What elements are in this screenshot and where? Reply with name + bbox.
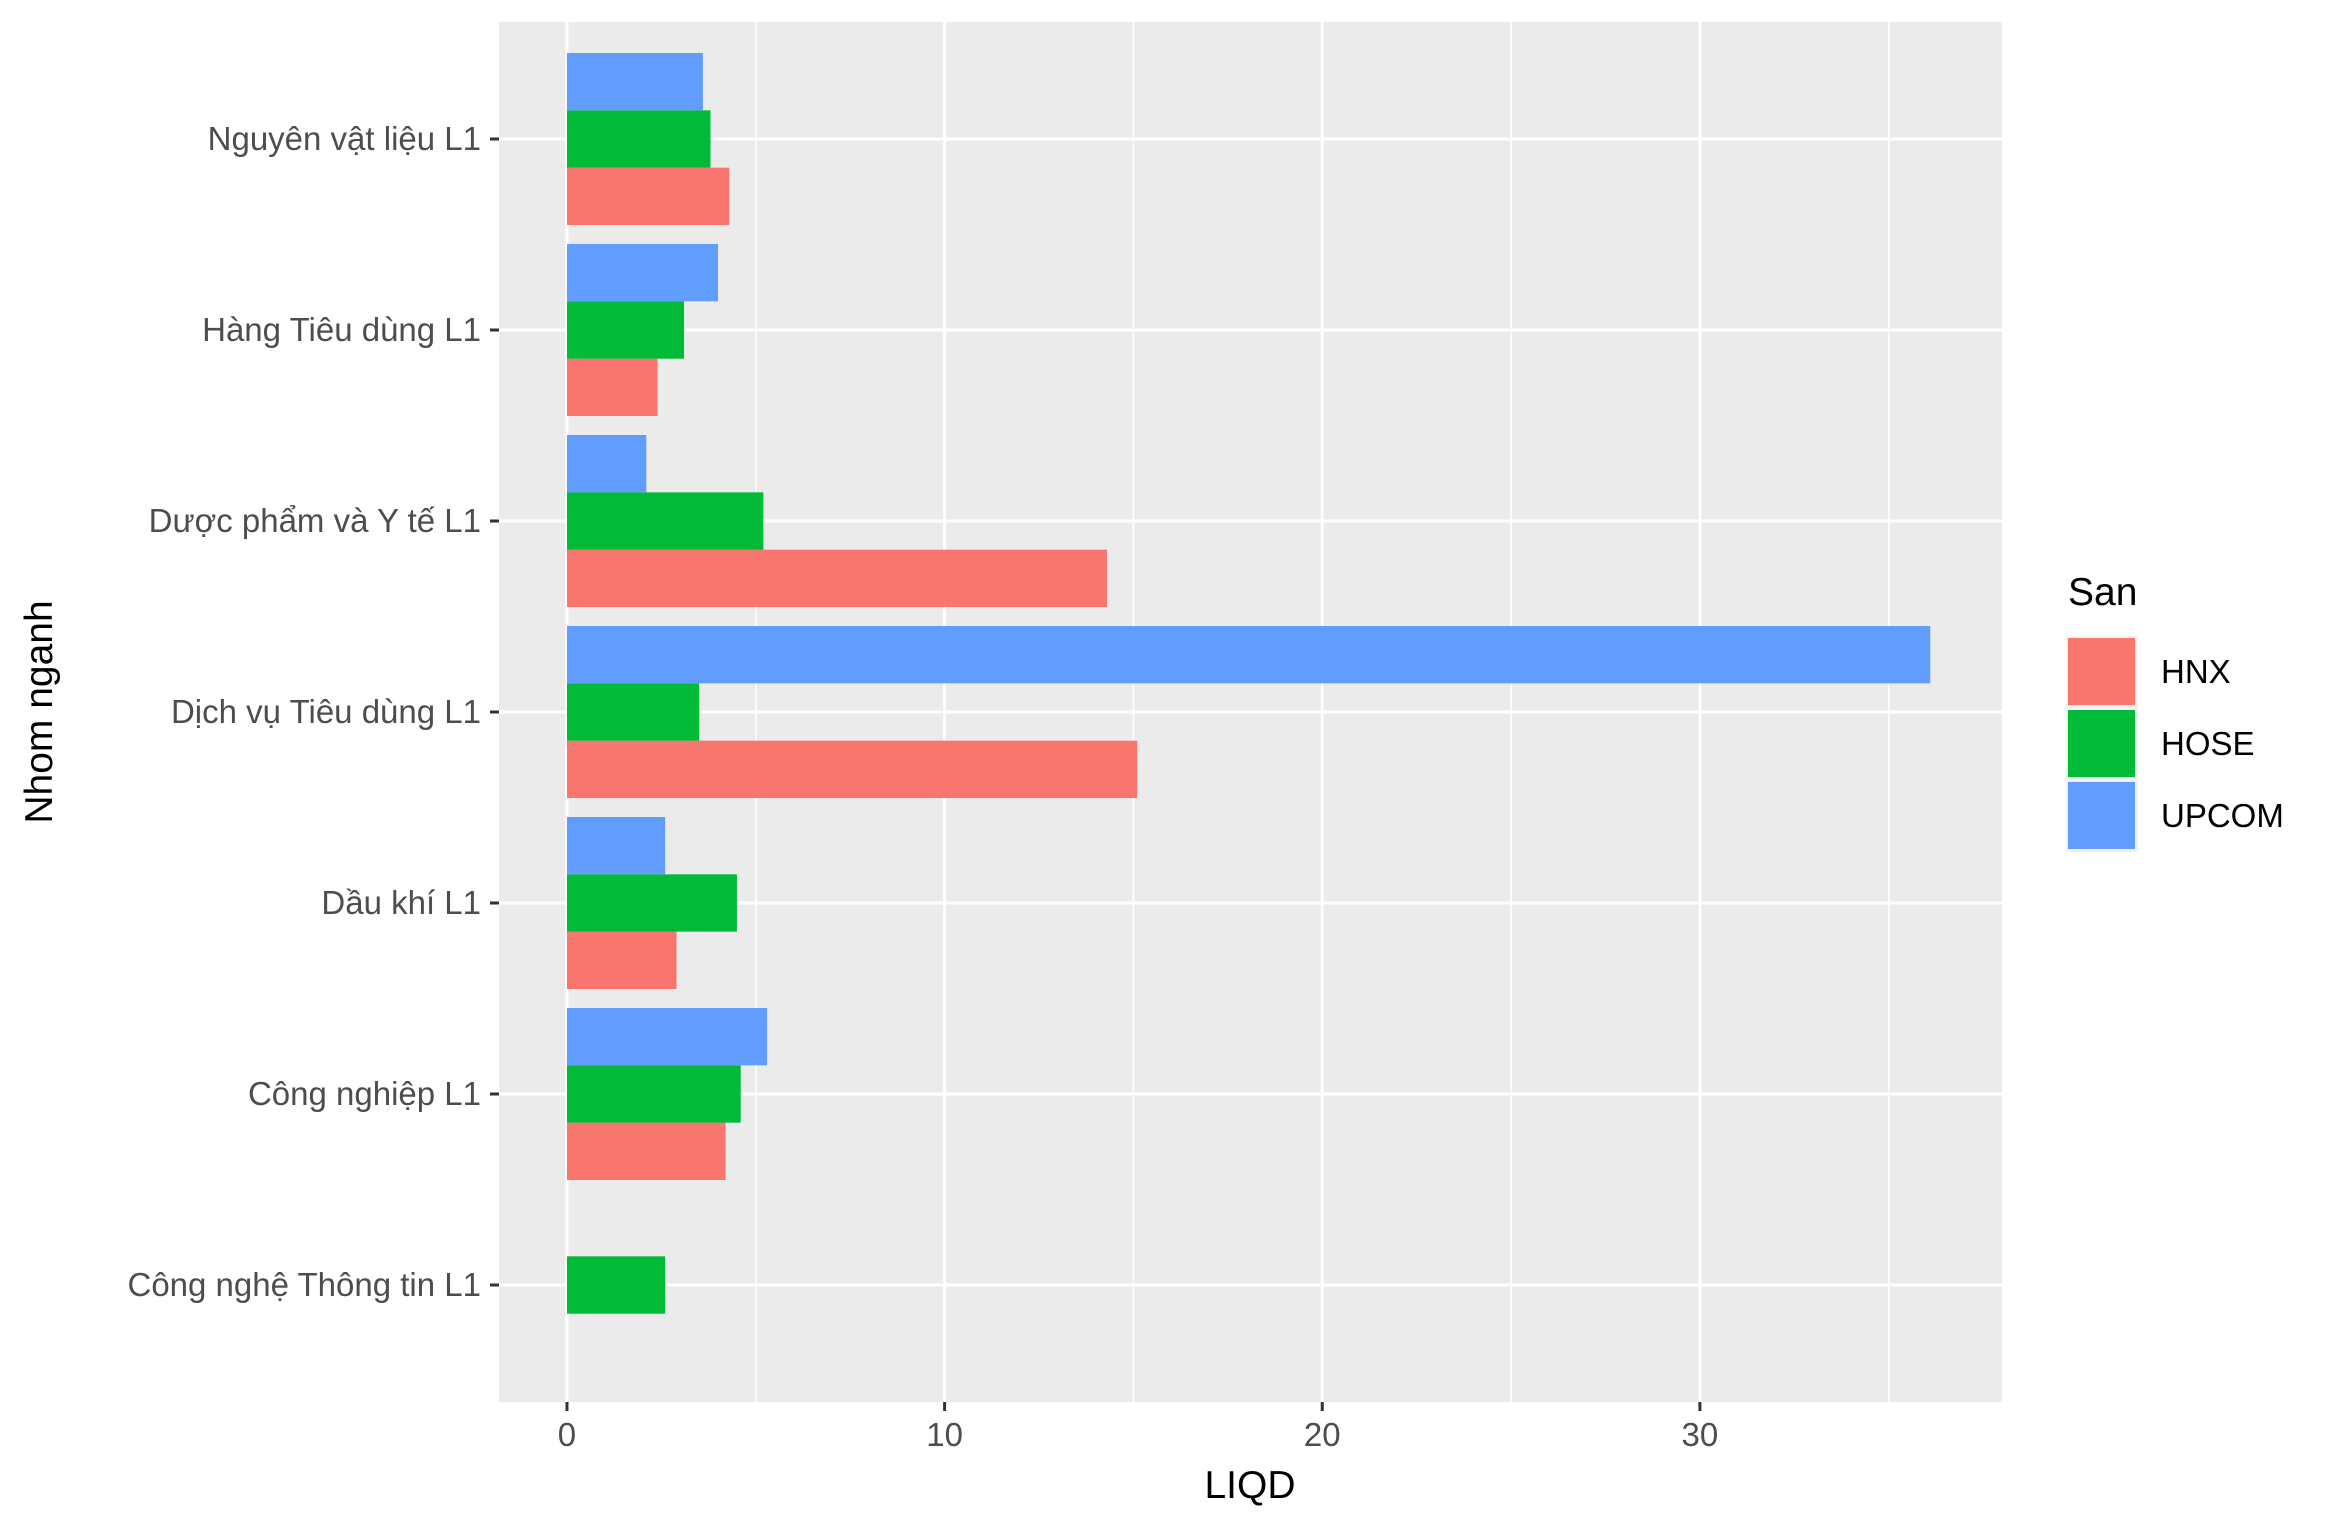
y-tick-label: Công nghệ Thông tin L1 bbox=[127, 1266, 481, 1303]
bar-hose bbox=[566, 1065, 741, 1123]
legend-key-hose bbox=[2068, 710, 2135, 777]
bar-hose bbox=[566, 110, 711, 168]
x-tick-label: 0 bbox=[558, 1416, 576, 1453]
bars bbox=[566, 53, 1931, 1314]
y-tick-label: Dịch vụ Tiêu dùng L1 bbox=[171, 693, 481, 730]
grid-lines bbox=[499, 22, 2002, 1402]
legend-label: UPCOM bbox=[2161, 797, 2284, 834]
x-axis-title: LIQD bbox=[1204, 1464, 1295, 1507]
bar-hnx bbox=[566, 1122, 726, 1180]
y-axis-title: Nhom nganh bbox=[18, 600, 61, 823]
bar-hose bbox=[566, 492, 764, 550]
legend: San HNX HOSE UPCOM bbox=[2066, 571, 2284, 852]
legend-label: HNX bbox=[2161, 653, 2231, 690]
legend-title: San bbox=[2068, 571, 2137, 614]
bar-hnx bbox=[566, 740, 1138, 798]
x-tick-label: 10 bbox=[926, 1416, 963, 1453]
bar-hose bbox=[566, 683, 700, 741]
y-tick-label: Dược phẩm và Y tế L1 bbox=[149, 502, 481, 539]
legend-key-hnx bbox=[2068, 638, 2135, 705]
bar-upcom bbox=[566, 817, 666, 875]
legend-key-upcom bbox=[2068, 782, 2135, 849]
y-tick-label: Dầu khí L1 bbox=[321, 884, 481, 921]
y-tick-label: Nguyên vật liệu L1 bbox=[208, 120, 481, 157]
y-axis: Nguyên vật liệu L1 Hàng Tiêu dùng L1 Dược … bbox=[127, 120, 499, 1303]
bar-upcom bbox=[566, 1008, 768, 1066]
y-tick-label: Hàng Tiêu dùng L1 bbox=[202, 311, 481, 348]
bar-upcom bbox=[566, 53, 703, 111]
x-tick-label: 20 bbox=[1304, 1416, 1341, 1453]
x-axis: 0 10 20 30 bbox=[558, 1402, 1718, 1453]
bar-upcom bbox=[566, 626, 1931, 684]
x-tick-label: 30 bbox=[1682, 1416, 1719, 1453]
y-tick-label: Công nghiệp L1 bbox=[248, 1075, 481, 1112]
bar-hnx bbox=[566, 549, 1107, 607]
bar-hose bbox=[566, 874, 737, 932]
bar-hose bbox=[566, 301, 685, 359]
bar-upcom bbox=[566, 435, 647, 493]
bar-hnx bbox=[566, 931, 677, 989]
bar-upcom bbox=[566, 244, 719, 302]
bar-hnx bbox=[566, 167, 730, 225]
bar-hose bbox=[566, 1256, 666, 1314]
legend-label: HOSE bbox=[2161, 725, 2255, 762]
bar-hnx bbox=[566, 358, 658, 416]
